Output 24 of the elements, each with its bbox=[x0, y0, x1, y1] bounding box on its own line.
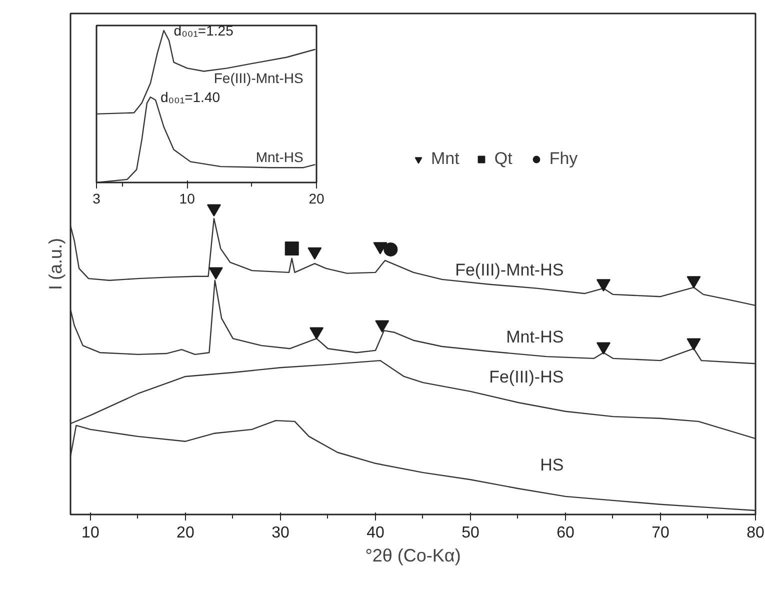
x-tick-label: 80 bbox=[746, 524, 764, 542]
x-tick-label: 40 bbox=[366, 524, 384, 542]
legend-label: Fhy bbox=[549, 149, 578, 169]
x-tick-label: 70 bbox=[652, 524, 670, 542]
x-tick-label: 50 bbox=[462, 524, 480, 542]
series-label: Fe(III)-Mnt-HS bbox=[455, 260, 564, 280]
x-tick-label: 10 bbox=[179, 190, 196, 206]
x-tick-label: 3 bbox=[92, 190, 101, 206]
annotation: d₀₀₁=1.40 bbox=[160, 89, 220, 106]
x-axis-title: °2θ (Co-Kα) bbox=[365, 546, 461, 566]
series-label: Fe(III)-Mnt-HS bbox=[214, 70, 304, 86]
series-label: Mnt-HS bbox=[506, 327, 564, 346]
legend-label: Qt bbox=[494, 149, 514, 169]
series-label: HS bbox=[540, 456, 564, 475]
y-axis-title: I (a.u.) bbox=[46, 238, 66, 290]
legend-label: Mnt bbox=[431, 149, 460, 169]
x-tick-label: 60 bbox=[556, 524, 574, 542]
series-label: Fe(III)-HS bbox=[489, 367, 564, 386]
x-tick-label: 30 bbox=[272, 524, 290, 542]
series-label: Mnt-HS bbox=[256, 148, 304, 165]
annotation: d₀₀₁=1.25 bbox=[174, 22, 234, 39]
x-tick-label: 20 bbox=[176, 524, 194, 542]
x-tick-label: 20 bbox=[308, 190, 324, 206]
x-tick-label: 10 bbox=[82, 524, 100, 542]
